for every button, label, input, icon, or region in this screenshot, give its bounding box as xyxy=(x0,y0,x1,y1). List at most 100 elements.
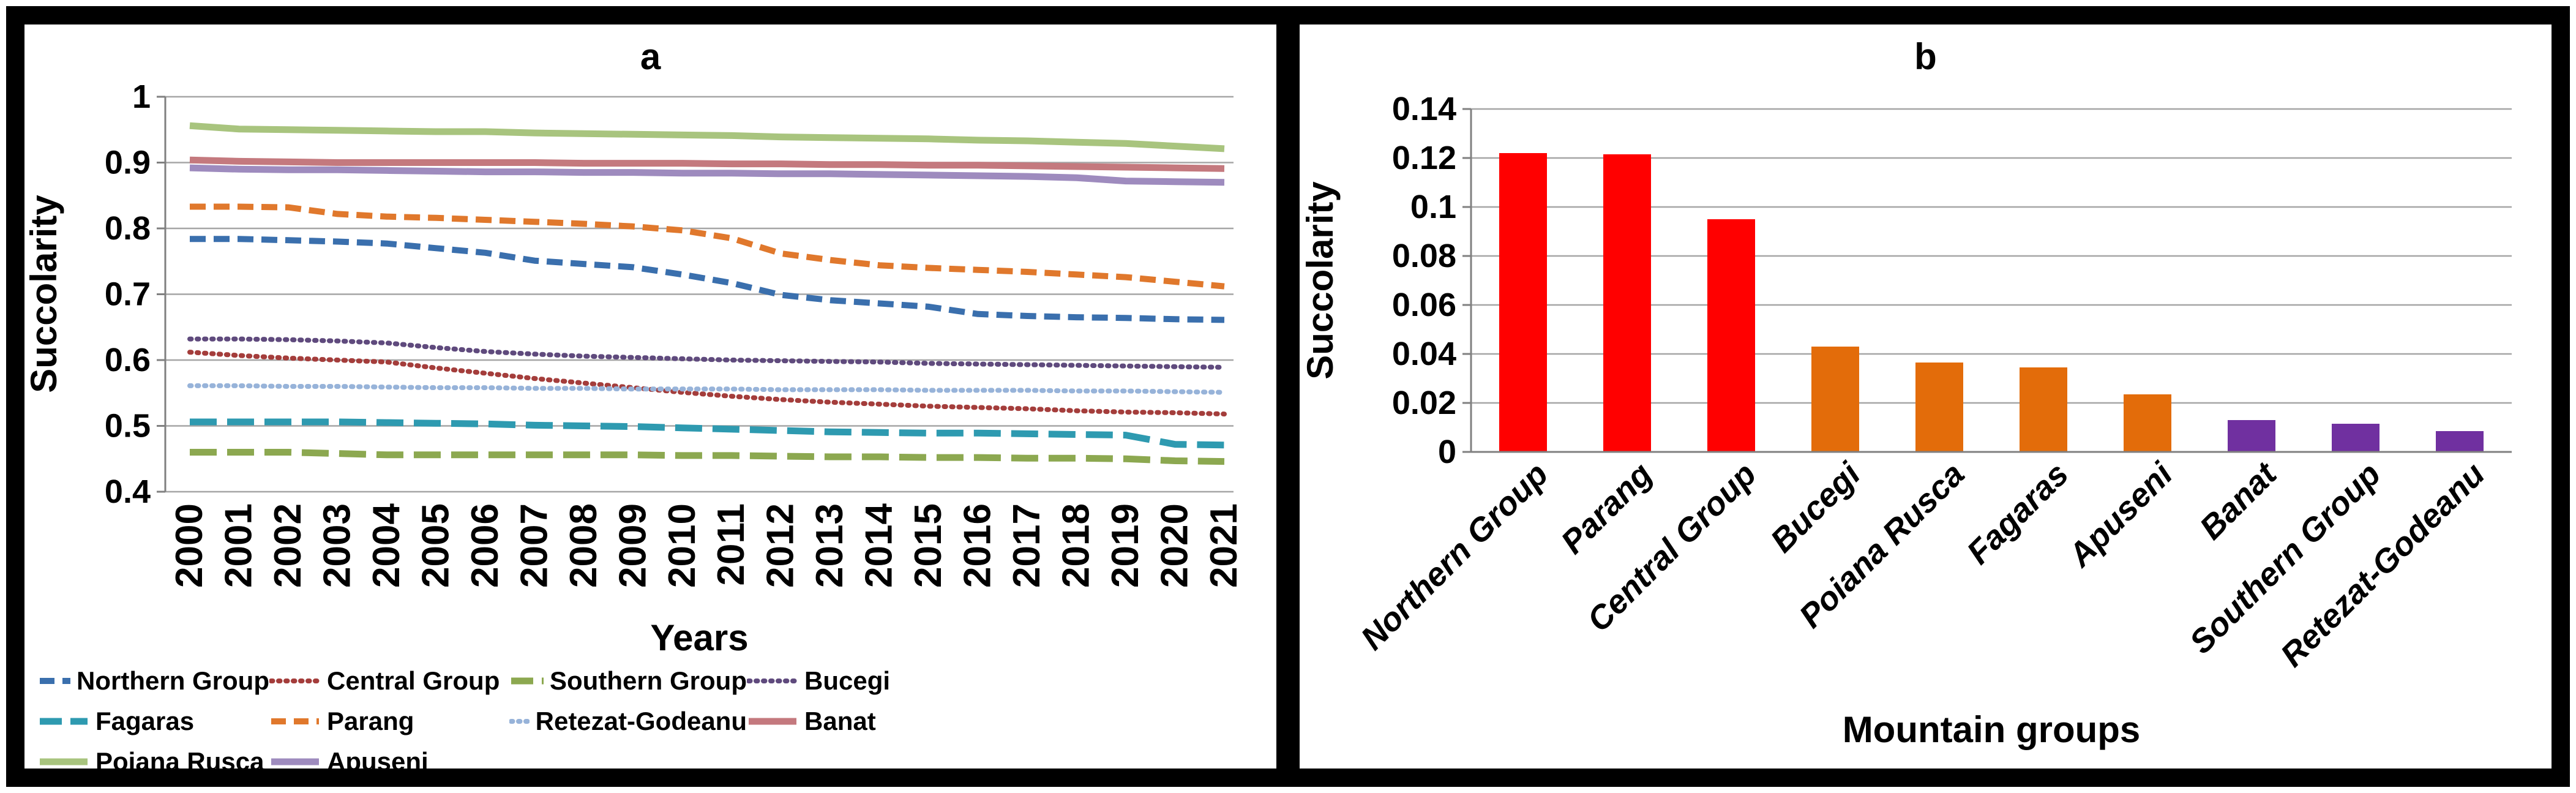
x-tick-label: 2006 xyxy=(464,503,506,588)
x-tick-label: 2004 xyxy=(365,503,408,587)
x-tick-label: 2010 xyxy=(661,503,703,588)
legend-label: Apuseni xyxy=(327,747,429,769)
bar-apuseni xyxy=(2124,394,2171,452)
legend-item-central-group: Central Group xyxy=(269,666,509,696)
y-axis-title-b: Succolarity xyxy=(1300,181,1341,380)
x-tick-label: 2005 xyxy=(414,503,457,588)
legend-swatch-parang xyxy=(271,718,319,724)
line-series-southern-group xyxy=(190,449,1225,465)
line-series-retezat-godeanu xyxy=(187,383,1227,395)
y-tick-label: 0.14 xyxy=(1392,91,1456,127)
bar-southern-group xyxy=(2332,424,2379,452)
line-series-northern-group xyxy=(190,236,1225,323)
line-series-poiana-rusca xyxy=(189,122,1225,152)
y-tick-label: 0.7 xyxy=(105,276,151,313)
legend-item-bucegi: Bucegi xyxy=(747,666,1276,696)
legend-label: Poiana Rusca xyxy=(95,747,264,769)
bar-parang xyxy=(1603,154,1651,452)
y-tick-label: 0.1 xyxy=(1410,189,1456,225)
bar-central-group xyxy=(1707,219,1755,452)
y-tick-label: 0 xyxy=(1438,434,1456,470)
y-tick-label: 0.6 xyxy=(105,342,151,378)
x-tick-label: Southern Group xyxy=(2182,456,2387,661)
y-tick-label: 0.08 xyxy=(1392,238,1456,274)
bar-bucegi xyxy=(1811,347,1859,452)
x-tick-label: Parang xyxy=(1554,456,1660,561)
bar-banat xyxy=(2228,420,2275,452)
legend-item-apuseni: Apuseni xyxy=(269,747,509,769)
legend-swatch-southern-group xyxy=(511,677,544,685)
y-tick-label: 0.02 xyxy=(1392,385,1456,421)
y-tick-label: 0.4 xyxy=(105,473,151,510)
legend-label: Banat xyxy=(804,707,876,735)
figure-border: a Succolarity 1 0.9 0.8 0.7 0.6 0.5 0.4 2000 200… xyxy=(6,6,2570,787)
legend-label: Fagaras xyxy=(95,707,195,735)
y-tick-label: 0.04 xyxy=(1392,336,1456,372)
y-tick-label: 0.8 xyxy=(105,210,151,247)
legend-item-poiana-rusca: Poiana Rusca xyxy=(38,747,269,769)
x-tick-label: 2013 xyxy=(809,503,851,588)
legend-item-fagaras: Fagaras xyxy=(38,707,269,736)
x-tick-label: 2003 xyxy=(316,503,358,588)
legend-swatch-retezat-godeanu xyxy=(509,719,530,724)
line-series-fagaras xyxy=(190,418,1225,449)
line-series-banat xyxy=(189,156,1225,172)
legend-item-banat: Banat xyxy=(747,707,1276,736)
line-series-central-group xyxy=(187,350,1227,417)
panel-a-title: a xyxy=(640,36,661,77)
bar-northern-group xyxy=(1499,153,1547,452)
x-tick-label: Retezat-Godeanu xyxy=(2274,456,2492,674)
x-tick-label: 2002 xyxy=(267,503,309,588)
line-series-bucegi xyxy=(187,336,1227,370)
legend-swatch-northern-group xyxy=(40,678,71,684)
line-series-parang xyxy=(190,203,1225,290)
x-axis-title-b: Mountain groups xyxy=(1842,709,2141,750)
x-tick-label: 2011 xyxy=(710,503,752,586)
legend-label: Parang xyxy=(327,707,414,735)
panel-a: a Succolarity 1 0.9 0.8 0.7 0.6 0.5 0.4 2000 200… xyxy=(24,24,1276,769)
line-series-apuseni xyxy=(189,164,1225,186)
y-axis-title-a: Succolarity xyxy=(24,195,64,393)
x-tick-label: 2018 xyxy=(1055,503,1098,588)
x-axis-title-a: Years xyxy=(650,617,749,658)
panel-b: b Succolarity 0.14 0.12 0.1 0.08 0.06 0.04 0.0… xyxy=(1300,24,2552,769)
y-tick-label: 0.06 xyxy=(1392,287,1456,323)
legend-swatch-fagaras xyxy=(40,718,88,725)
legend-label: Central Group xyxy=(327,666,500,695)
legend-swatch-apuseni xyxy=(271,758,319,765)
panel-b-title: b xyxy=(1914,36,1937,77)
x-tick-label: Northern Group xyxy=(1354,456,1556,657)
x-tick-label: Apuseni xyxy=(2061,455,2180,574)
bar-chart-svg: Succolarity 0.14 0.12 0.1 0.08 0.06 0.04 0.02 0… xyxy=(1300,91,2512,674)
legend-swatch-banat xyxy=(749,718,796,725)
legend: Northern Group Central Group Southern Grou… xyxy=(24,666,1276,769)
legend-label: Bucegi xyxy=(804,666,891,695)
legend-item-southern-group: Southern Group xyxy=(509,666,747,696)
legend-label: Retezat-Godeanu xyxy=(535,707,747,735)
y-tick-label: 1 xyxy=(132,78,151,115)
y-tick-label: 0.12 xyxy=(1392,140,1456,176)
legend-label: Southern Group xyxy=(550,666,747,695)
x-tick-label: Banat xyxy=(2193,455,2285,547)
x-tick-label: 2016 xyxy=(957,503,999,588)
x-tick-label: 2007 xyxy=(513,503,555,588)
x-tick-label: 2012 xyxy=(760,503,802,588)
x-tick-label: 2017 xyxy=(1006,503,1048,588)
legend-item-parang: Parang xyxy=(269,707,509,736)
x-tick-label: 2001 xyxy=(217,503,260,588)
bar-fagaras xyxy=(2020,367,2067,452)
x-tick-label: 2015 xyxy=(907,503,949,588)
x-tick-label: 2019 xyxy=(1104,503,1147,588)
x-tick-label: 2014 xyxy=(858,503,900,587)
x-tick-label: 2021 xyxy=(1203,503,1245,588)
x-tick-label: 2009 xyxy=(612,503,654,588)
bar-poiana-rusca xyxy=(1915,363,1963,452)
x-tick-label: Fagaras xyxy=(1960,456,2076,571)
x-tick-label: 2000 xyxy=(168,503,211,588)
legend-swatch-poiana-rusca xyxy=(40,758,88,765)
legend-item-retezat-godeanu: Retezat-Godeanu xyxy=(509,707,747,736)
x-tick-label: 2020 xyxy=(1154,503,1196,588)
legend-label: Northern Group xyxy=(77,666,269,695)
